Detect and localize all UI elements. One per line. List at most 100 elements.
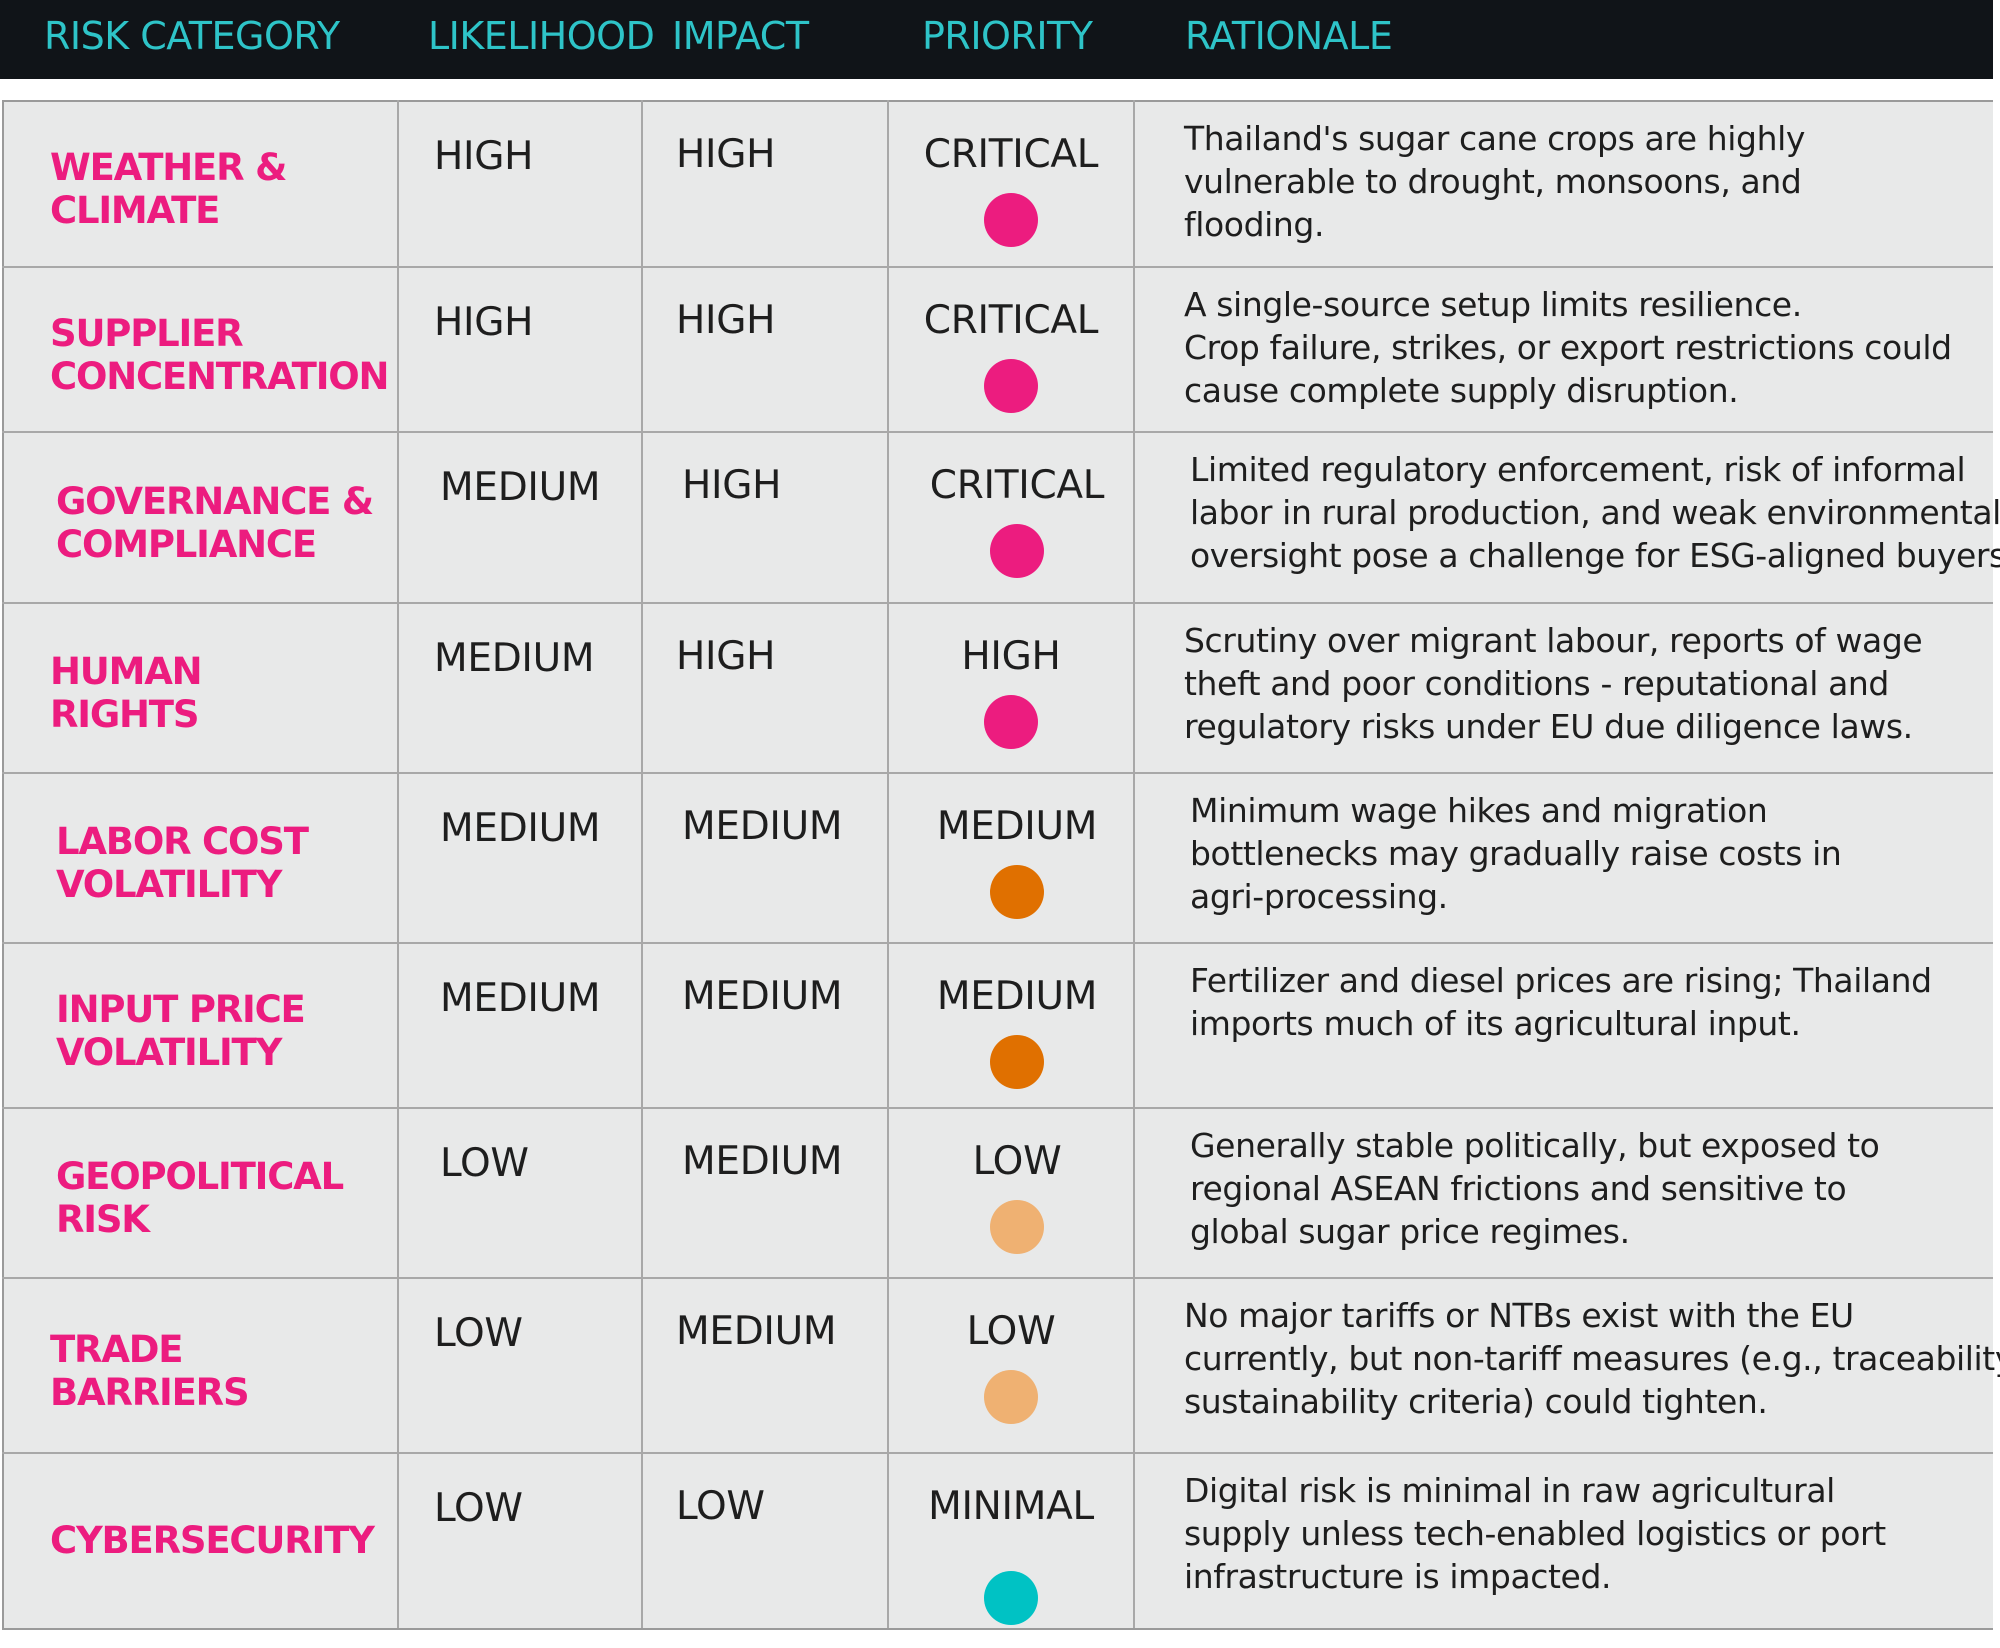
rationale-line: Fertilizer and diesel prices are rising;… [1190, 961, 1932, 1000]
rationale-line: global sugar price regimes. [1190, 1212, 1630, 1251]
risk-category-line: VOLATILITY [56, 1030, 282, 1074]
rationale-line: A single-source setup limits resilience. [1184, 285, 1802, 324]
table-header: RISK CATEGORY LIKELIHOOD IMPACT PRIORITY… [0, 0, 1993, 79]
impact-value: HIGH [676, 298, 776, 343]
risk-category-line: WEATHER & [50, 146, 287, 189]
likelihood-value: LOW [434, 1311, 523, 1356]
row-divider [2, 1107, 1993, 1109]
risk-category-line: GEOPOLITICAL [56, 1155, 344, 1198]
risk-category-line: CYBERSECURITY [50, 1518, 375, 1562]
row-divider [2, 1277, 1993, 1279]
impact-value: HIGH [682, 463, 782, 508]
impact-value: HIGH [676, 634, 776, 679]
rationale-line: Digital risk is minimal in raw agricultu… [1184, 1471, 1835, 1510]
risk-category-line: RISK [56, 1198, 150, 1241]
header-rationale: RATIONALE [1185, 14, 1393, 58]
rationale-text: Generally stable politically, but expose… [1190, 1124, 2000, 1253]
rationale-line: oversight pose a challenge for ESG-align… [1190, 536, 2000, 575]
risk-category-label: GEOPOLITICAL RISK [56, 1155, 344, 1241]
risk-category-line: SUPPLIER [50, 311, 244, 355]
rationale-line: Minimum wage hikes and migration [1190, 791, 1768, 830]
priority-value: MINIMAL [928, 1484, 1094, 1529]
impact-value: LOW [676, 1484, 765, 1529]
risk-category-line: BARRIERS [50, 1370, 250, 1414]
risk-category-line: TRADE [50, 1327, 184, 1371]
rationale-line: flooding. [1184, 205, 1325, 244]
rationale-line: theft and poor conditions - reputational… [1184, 664, 1889, 703]
priority-indicator-dot [984, 1571, 1038, 1625]
priority-indicator-dot [990, 1035, 1044, 1089]
rationale-text: Scrutiny over migrant labour, reports of… [1184, 619, 2000, 748]
column-divider [887, 100, 889, 1628]
likelihood-value: LOW [434, 1486, 523, 1531]
priority-value: CRITICAL [923, 298, 1099, 343]
rationale-line: labor in rural production, and weak envi… [1190, 493, 2000, 532]
rationale-line: vulnerable to drought, monsoons, and [1184, 162, 1802, 201]
priority-value: CRITICAL [929, 463, 1105, 508]
row-divider [2, 266, 1993, 268]
rationale-text: A single-source setup limits resilience.… [1184, 283, 2000, 412]
risk-category-line: CONCENTRATION [50, 354, 389, 398]
risk-category-label: HUMAN RIGHTS [50, 650, 203, 736]
rationale-line: Crop failure, strikes, or export restric… [1184, 328, 1952, 367]
column-divider [641, 100, 643, 1628]
likelihood-value: HIGH [434, 134, 534, 179]
priority-value: LOW [972, 1139, 1062, 1184]
rationale-text: Minimum wage hikes and migration bottlene… [1190, 789, 2000, 918]
rationale-line: Limited regulatory enforcement, risk of … [1190, 450, 1966, 489]
header-risk-category: RISK CATEGORY [44, 14, 340, 58]
rationale-line: imports much of its agricultural input. [1190, 1004, 1801, 1043]
rationale-line: infrastructure is impacted. [1184, 1557, 1612, 1596]
impact-value: MEDIUM [682, 804, 843, 849]
priority-indicator-dot [984, 359, 1038, 413]
likelihood-value: MEDIUM [440, 806, 601, 851]
rationale-line: Generally stable politically, but expose… [1190, 1126, 1880, 1165]
risk-category-label: GOVERNANCE & COMPLIANCE [56, 479, 374, 566]
rationale-line: Thailand's sugar cane crops are highly [1184, 119, 1805, 158]
risk-category-label: LABOR COST VOLATILITY [56, 820, 309, 906]
row-divider [2, 431, 1993, 433]
column-divider [1133, 100, 1135, 1628]
row-divider [2, 772, 1993, 774]
priority-value: MEDIUM [936, 804, 1098, 849]
header-priority: PRIORITY [922, 14, 1093, 58]
risk-category-label: SUPPLIER CONCENTRATION [50, 311, 389, 398]
risk-category-line: VOLATILITY [56, 863, 282, 906]
risk-category-label: CYBERSECURITY [50, 1518, 375, 1562]
rationale-line: regional ASEAN frictions and sensitive t… [1190, 1169, 1847, 1208]
row-divider [2, 1452, 1993, 1454]
rationale-line: agri-processing. [1190, 877, 1448, 916]
rationale-line: Scrutiny over migrant labour, reports of… [1184, 621, 1923, 660]
risk-category-label: TRADE BARRIERS [50, 1327, 250, 1414]
priority-value: LOW [966, 1309, 1056, 1354]
rationale-line: bottlenecks may gradually raise costs in [1190, 834, 1842, 873]
risk-category-line: COMPLIANCE [56, 522, 317, 566]
priority-indicator-dot [990, 1200, 1044, 1254]
risk-category-line: RIGHTS [50, 693, 199, 736]
rationale-text: Thailand's sugar cane crops are highly vu… [1184, 117, 2000, 246]
risk-category-label: WEATHER & CLIMATE [50, 146, 287, 232]
rationale-line: supply unless tech-enabled logistics or … [1184, 1514, 1886, 1553]
priority-indicator-dot [984, 695, 1038, 749]
likelihood-value: MEDIUM [434, 636, 595, 681]
priority-indicator-dot [984, 193, 1038, 247]
rationale-line: currently, but non-tariff measures (e.g.… [1184, 1339, 2000, 1378]
risk-category-line: LABOR COST [56, 820, 309, 863]
rationale-line: cause complete supply disruption. [1184, 371, 1739, 410]
header-impact: IMPACT [672, 14, 809, 58]
impact-value: MEDIUM [682, 974, 843, 1019]
risk-category-line: HUMAN [50, 650, 203, 693]
impact-value: HIGH [676, 132, 776, 177]
likelihood-value: LOW [440, 1141, 529, 1186]
risk-category-label: INPUT PRICE VOLATILITY [56, 987, 306, 1074]
rationale-text: Fertilizer and diesel prices are rising;… [1190, 959, 2000, 1045]
rationale-text: No major tariffs or NTBs exist with the … [1184, 1294, 2000, 1423]
risk-category-line: GOVERNANCE & [56, 479, 374, 523]
impact-value: MEDIUM [676, 1309, 837, 1354]
row-divider [2, 602, 1993, 604]
row-divider [2, 942, 1993, 944]
priority-indicator-dot [990, 524, 1044, 578]
priority-value: HIGH [961, 634, 1061, 679]
risk-category-line: INPUT PRICE [56, 987, 306, 1031]
impact-value: MEDIUM [682, 1139, 843, 1184]
